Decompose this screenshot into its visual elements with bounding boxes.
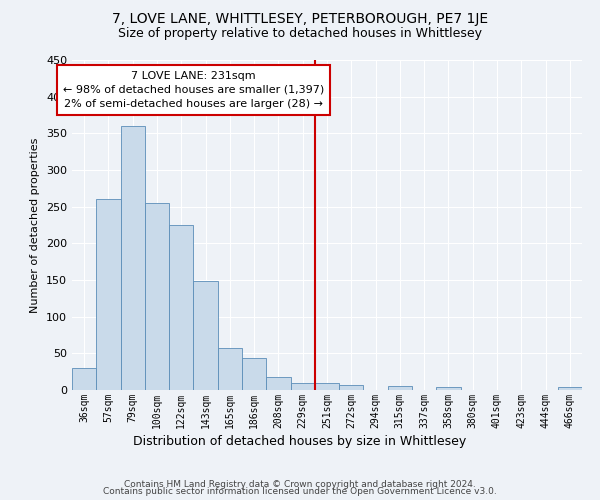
Bar xyxy=(242,358,266,390)
Y-axis label: Number of detached properties: Number of detached properties xyxy=(31,138,40,312)
Bar xyxy=(290,382,315,390)
Text: Size of property relative to detached houses in Whittlesey: Size of property relative to detached ho… xyxy=(118,28,482,40)
Bar xyxy=(72,368,96,390)
Bar xyxy=(266,377,290,390)
Bar xyxy=(436,387,461,390)
Bar xyxy=(193,282,218,390)
Text: 7 LOVE LANE: 231sqm
← 98% of detached houses are smaller (1,397)
2% of semi-deta: 7 LOVE LANE: 231sqm ← 98% of detached ho… xyxy=(63,71,324,109)
Bar xyxy=(218,348,242,390)
Bar xyxy=(96,200,121,390)
Text: Contains public sector information licensed under the Open Government Licence v3: Contains public sector information licen… xyxy=(103,488,497,496)
Text: Distribution of detached houses by size in Whittlesey: Distribution of detached houses by size … xyxy=(133,435,467,448)
Bar xyxy=(121,126,145,390)
Bar xyxy=(339,385,364,390)
Bar xyxy=(388,386,412,390)
Bar xyxy=(315,382,339,390)
Text: 7, LOVE LANE, WHITTLESEY, PETERBOROUGH, PE7 1JE: 7, LOVE LANE, WHITTLESEY, PETERBOROUGH, … xyxy=(112,12,488,26)
Text: Contains HM Land Registry data © Crown copyright and database right 2024.: Contains HM Land Registry data © Crown c… xyxy=(124,480,476,489)
Bar xyxy=(558,387,582,390)
Bar xyxy=(145,203,169,390)
Bar xyxy=(169,225,193,390)
